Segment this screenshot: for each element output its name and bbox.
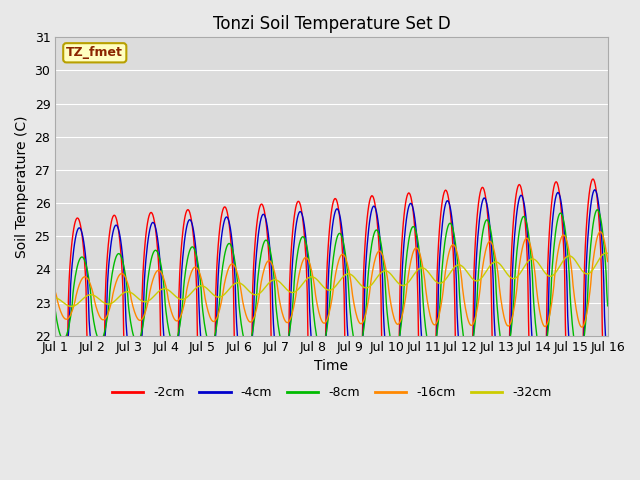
X-axis label: Time: Time [314, 359, 348, 373]
Text: TZ_fmet: TZ_fmet [67, 46, 124, 60]
Title: Tonzi Soil Temperature Set D: Tonzi Soil Temperature Set D [212, 15, 451, 33]
Legend: -2cm, -4cm, -8cm, -16cm, -32cm: -2cm, -4cm, -8cm, -16cm, -32cm [107, 381, 556, 404]
Y-axis label: Soil Temperature (C): Soil Temperature (C) [15, 115, 29, 258]
